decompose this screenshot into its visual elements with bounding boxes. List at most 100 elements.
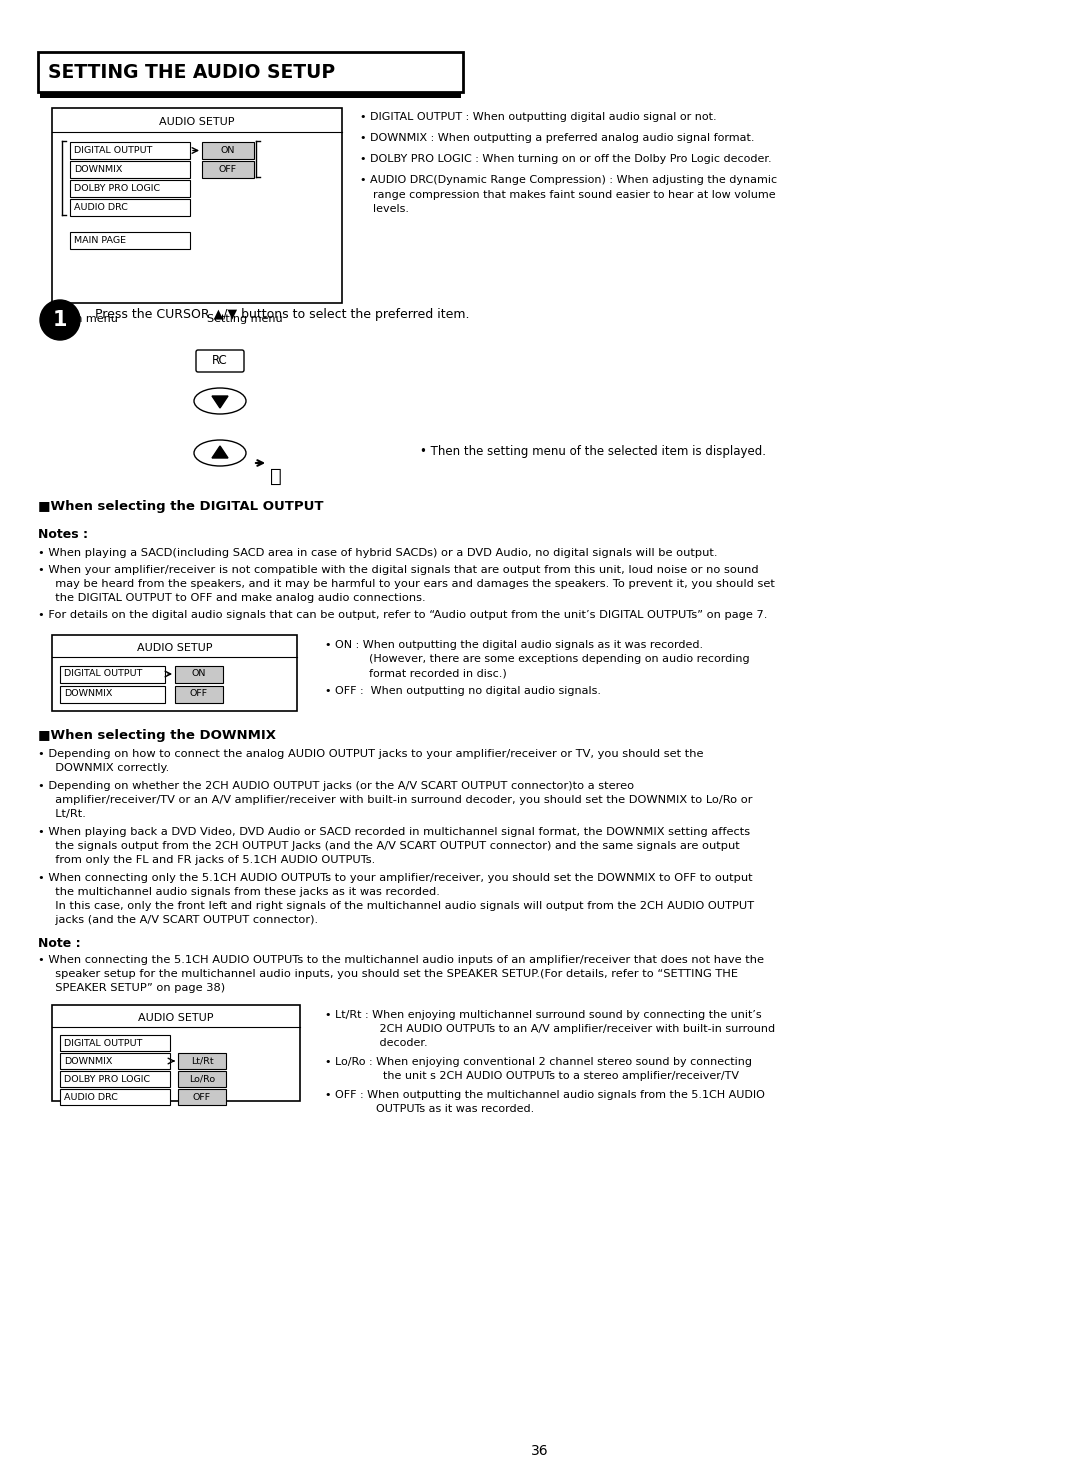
- Text: • OFF :  When outputting no digital audio signals.: • OFF : When outputting no digital audio…: [325, 686, 600, 697]
- Bar: [60, 1071, 170, 1087]
- Text: AUDIO SETUP: AUDIO SETUP: [137, 643, 213, 654]
- Text: • When playing a SACD(including SACD area in case of hybrid SACDs) or a DVD Audi: • When playing a SACD(including SACD are…: [38, 549, 717, 558]
- Text: OUTPUTs as it was recorded.: OUTPUTs as it was recorded.: [341, 1103, 535, 1114]
- Text: the DIGITAL OUTPUT to OFF and make analog audio connections.: the DIGITAL OUTPUT to OFF and make analo…: [48, 593, 426, 603]
- Bar: [38, 52, 463, 92]
- Text: OFF: OFF: [190, 689, 208, 698]
- Text: DIGITAL OUTPUT: DIGITAL OUTPUT: [64, 1038, 143, 1047]
- Text: • Lo/Ro : When enjoying conventional 2 channel stereo sound by connecting: • Lo/Ro : When enjoying conventional 2 c…: [325, 1057, 752, 1066]
- Bar: [202, 142, 254, 160]
- Text: • DOWNMIX : When outputting a preferred analog audio signal format.: • DOWNMIX : When outputting a preferred …: [360, 133, 755, 143]
- Text: • Then the setting menu of the selected item is displayed.: • Then the setting menu of the selected …: [420, 445, 766, 458]
- Text: (However, there are some exceptions depending on audio recording: (However, there are some exceptions depe…: [341, 654, 750, 664]
- Text: ON: ON: [220, 146, 235, 155]
- Bar: [178, 1089, 226, 1105]
- Text: ✋: ✋: [270, 466, 282, 485]
- Bar: [60, 1053, 170, 1069]
- Text: DOLBY PRO LOGIC: DOLBY PRO LOGIC: [64, 1075, 150, 1084]
- Text: DOWNMIX correctly.: DOWNMIX correctly.: [48, 763, 170, 774]
- Text: • Depending on whether the 2CH AUDIO OUTPUT jacks (or the A/V SCART OUTPUT conne: • Depending on whether the 2CH AUDIO OUT…: [38, 781, 634, 791]
- Text: • Depending on how to connect the analog AUDIO OUTPUT jacks to your amplifier/re: • Depending on how to connect the analog…: [38, 748, 703, 759]
- Text: from only the FL and FR jacks of 5.1CH AUDIO OUTPUTs.: from only the FL and FR jacks of 5.1CH A…: [48, 855, 375, 865]
- Text: ON: ON: [192, 670, 206, 679]
- Polygon shape: [212, 447, 228, 458]
- Text: the signals output from the 2CH OUTPUT Jacks (and the A/V SCART OUTPUT connector: the signals output from the 2CH OUTPUT J…: [48, 842, 740, 850]
- Text: SETTING THE AUDIO SETUP: SETTING THE AUDIO SETUP: [48, 62, 335, 81]
- Text: In this case, only the front left and right signals of the multichannel audio si: In this case, only the front left and ri…: [48, 901, 754, 911]
- Text: DOWNMIX: DOWNMIX: [75, 166, 122, 175]
- Text: Lt/Rt: Lt/Rt: [191, 1056, 214, 1065]
- Text: Lt/Rt.: Lt/Rt.: [48, 809, 86, 819]
- Bar: [175, 686, 222, 703]
- Bar: [40, 92, 461, 98]
- Text: • When your amplifier/receiver is not compatible with the digital signals that a: • When your amplifier/receiver is not co…: [38, 565, 758, 575]
- Text: ■When selecting the DOWNMIX: ■When selecting the DOWNMIX: [38, 729, 276, 742]
- Ellipse shape: [194, 439, 246, 466]
- Text: Notes :: Notes :: [38, 528, 87, 541]
- Text: DIGITAL OUTPUT: DIGITAL OUTPUT: [64, 670, 143, 679]
- FancyBboxPatch shape: [195, 351, 244, 373]
- Text: 2CH AUDIO OUTPUTs to an A/V amplifier/receiver with built-in surround: 2CH AUDIO OUTPUTs to an A/V amplifier/re…: [341, 1023, 775, 1034]
- Bar: [178, 1053, 226, 1069]
- Text: decoder.: decoder.: [341, 1038, 428, 1049]
- Ellipse shape: [194, 387, 246, 414]
- Text: amplifier/receiver/TV or an A/V amplifier/receiver with built-in surround decode: amplifier/receiver/TV or an A/V amplifie…: [48, 796, 753, 805]
- Text: jacks (and the A/V SCART OUTPUT connector).: jacks (and the A/V SCART OUTPUT connecto…: [48, 916, 319, 924]
- Bar: [60, 666, 165, 683]
- Bar: [202, 161, 254, 177]
- Bar: [52, 108, 342, 303]
- Text: the multichannel audio signals from these jacks as it was recorded.: the multichannel audio signals from thes…: [48, 887, 440, 896]
- Text: levels.: levels.: [366, 204, 409, 214]
- Bar: [70, 161, 190, 177]
- Text: AUDIO SETUP: AUDIO SETUP: [159, 117, 234, 127]
- Text: 36: 36: [531, 1444, 549, 1458]
- Bar: [70, 180, 190, 197]
- Text: speaker setup for the multichannel audio inputs, you should set the SPEAKER SETU: speaker setup for the multichannel audio…: [48, 969, 738, 979]
- Bar: [52, 1006, 300, 1100]
- Bar: [178, 1071, 226, 1087]
- Text: • Lt/Rt : When enjoying multichannel surround sound by connecting the unit’s: • Lt/Rt : When enjoying multichannel sur…: [325, 1010, 761, 1021]
- Text: • DIGITAL OUTPUT : When outputting digital audio signal or not.: • DIGITAL OUTPUT : When outputting digit…: [360, 112, 717, 121]
- Bar: [60, 686, 165, 703]
- Bar: [70, 232, 190, 248]
- Bar: [60, 1035, 170, 1052]
- Text: DOWNMIX: DOWNMIX: [64, 1056, 112, 1065]
- Circle shape: [40, 300, 80, 340]
- Text: DIGITAL OUTPUT: DIGITAL OUTPUT: [75, 146, 152, 155]
- Text: the unit s 2CH AUDIO OUTPUTs to a stereo amplifier/receiver/TV: the unit s 2CH AUDIO OUTPUTs to a stereo…: [341, 1071, 739, 1081]
- Polygon shape: [212, 396, 228, 408]
- Text: • ON : When outputting the digital audio signals as it was recorded.: • ON : When outputting the digital audio…: [325, 640, 703, 649]
- Text: OFF: OFF: [193, 1093, 211, 1102]
- Text: OFF: OFF: [219, 166, 238, 175]
- Bar: [60, 1089, 170, 1105]
- Text: RC: RC: [212, 355, 228, 367]
- Text: • When connecting only the 5.1CH AUDIO OUTPUTs to your amplifier/receiver, you s: • When connecting only the 5.1CH AUDIO O…: [38, 873, 753, 883]
- Text: SPEAKER SETUP” on page 38): SPEAKER SETUP” on page 38): [48, 984, 225, 992]
- Text: ■When selecting the DIGITAL OUTPUT: ■When selecting the DIGITAL OUTPUT: [38, 500, 324, 513]
- Text: • For details on the digital audio signals that can be output, refer to “Audio o: • For details on the digital audio signa…: [38, 609, 768, 620]
- Text: MAIN PAGE: MAIN PAGE: [75, 237, 126, 246]
- Text: range compression that makes faint sound easier to hear at low volume: range compression that makes faint sound…: [366, 189, 775, 200]
- Bar: [52, 634, 297, 711]
- Text: AUDIO SETUP: AUDIO SETUP: [138, 1013, 214, 1023]
- Bar: [70, 200, 190, 216]
- Text: Setting menu: Setting menu: [207, 314, 283, 324]
- Bar: [70, 142, 190, 160]
- Text: Press the CURSOR ▲/▼ buttons to select the preferred item.: Press the CURSOR ▲/▼ buttons to select t…: [95, 308, 470, 321]
- Text: may be heard from the speakers, and it may be harmful to your ears and damages t: may be heard from the speakers, and it m…: [48, 578, 774, 589]
- Text: Note :: Note :: [38, 938, 81, 950]
- Text: • AUDIO DRC(Dynamic Range Compression) : When adjusting the dynamic: • AUDIO DRC(Dynamic Range Compression) :…: [360, 175, 778, 185]
- Bar: [175, 666, 222, 683]
- Text: • When connecting the 5.1CH AUDIO OUTPUTs to the multichannel audio inputs of an: • When connecting the 5.1CH AUDIO OUTPUT…: [38, 955, 764, 964]
- Text: • DOLBY PRO LOGIC : When turning on or off the Dolby Pro Logic decoder.: • DOLBY PRO LOGIC : When turning on or o…: [360, 154, 771, 164]
- Text: Lo/Ro: Lo/Ro: [189, 1075, 215, 1084]
- Text: AUDIO DRC: AUDIO DRC: [75, 203, 127, 211]
- Text: AUDIO DRC: AUDIO DRC: [64, 1093, 118, 1102]
- Text: DOWNMIX: DOWNMIX: [64, 689, 112, 698]
- Text: Item menu: Item menu: [57, 314, 118, 324]
- Text: DOLBY PRO LOGIC: DOLBY PRO LOGIC: [75, 183, 160, 192]
- Text: 1: 1: [53, 311, 67, 330]
- Text: • When playing back a DVD Video, DVD Audio or SACD recorded in multichannel sign: • When playing back a DVD Video, DVD Aud…: [38, 827, 751, 837]
- Text: • OFF : When outputting the multichannel audio signals from the 5.1CH AUDIO: • OFF : When outputting the multichannel…: [325, 1090, 765, 1100]
- Text: format recorded in disc.): format recorded in disc.): [341, 669, 507, 677]
